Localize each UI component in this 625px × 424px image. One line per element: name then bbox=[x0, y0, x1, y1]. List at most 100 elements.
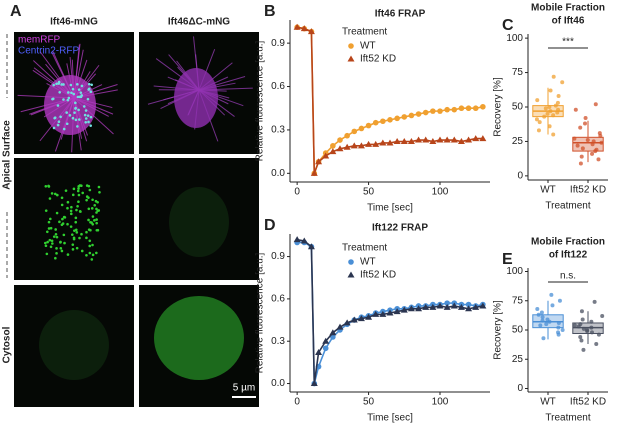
point bbox=[543, 106, 548, 111]
ift-spot bbox=[61, 222, 65, 225]
legend-label: Ift52 KD bbox=[360, 270, 396, 281]
point bbox=[536, 312, 541, 317]
basal-body bbox=[80, 84, 84, 88]
ift-spot bbox=[49, 217, 52, 221]
point bbox=[560, 80, 565, 85]
point bbox=[322, 337, 330, 344]
y-tick-label: 100 bbox=[506, 266, 523, 277]
ift-spot bbox=[60, 203, 64, 207]
point bbox=[400, 138, 408, 144]
ift-spot bbox=[97, 185, 101, 189]
x-tick-label: WT bbox=[540, 397, 556, 408]
point bbox=[538, 323, 543, 328]
point bbox=[585, 138, 590, 143]
ift-spot bbox=[60, 196, 64, 200]
ift-spot bbox=[77, 193, 81, 197]
point bbox=[479, 302, 487, 309]
ift-spot bbox=[55, 235, 59, 239]
ift-spot bbox=[72, 236, 76, 240]
basal-body bbox=[67, 96, 71, 100]
ift-spot bbox=[44, 184, 48, 188]
point bbox=[457, 138, 465, 144]
ift-spot bbox=[89, 228, 92, 232]
point bbox=[436, 136, 444, 143]
x-tick-label: 0 bbox=[294, 397, 300, 408]
ift-spot bbox=[69, 209, 73, 213]
point bbox=[365, 313, 373, 320]
point bbox=[336, 145, 344, 152]
point bbox=[592, 299, 597, 304]
basal-body bbox=[87, 120, 90, 124]
basal-body bbox=[86, 97, 90, 101]
point bbox=[583, 121, 588, 126]
x-axis-label: Treatment bbox=[545, 413, 590, 424]
ift-spot bbox=[72, 187, 76, 191]
ift-spot bbox=[59, 241, 62, 244]
point bbox=[336, 323, 344, 330]
point bbox=[351, 128, 358, 135]
basal-body bbox=[84, 117, 88, 120]
ift-spot bbox=[56, 193, 59, 197]
legend-label: WT bbox=[360, 257, 376, 268]
point bbox=[386, 309, 394, 316]
y-tick-label: 0 bbox=[517, 171, 523, 182]
basal-body bbox=[76, 125, 79, 128]
ift-spot bbox=[90, 207, 94, 210]
faint-cell bbox=[169, 187, 229, 257]
ift-spot bbox=[49, 226, 53, 230]
basal-body bbox=[62, 127, 66, 131]
point bbox=[480, 103, 486, 110]
chart-title: Mobile Fraction bbox=[531, 3, 605, 14]
point bbox=[572, 323, 577, 328]
ift-spot bbox=[63, 241, 66, 245]
basal-body bbox=[89, 124, 92, 127]
point bbox=[436, 302, 444, 309]
point bbox=[429, 138, 437, 144]
x-tick-label: 50 bbox=[363, 187, 375, 198]
basal-body bbox=[77, 108, 80, 112]
ift-spot bbox=[47, 184, 50, 188]
panel-letter: B bbox=[264, 3, 276, 20]
point bbox=[465, 305, 473, 312]
y-tick-label: 0.0 bbox=[271, 168, 285, 179]
point bbox=[322, 345, 329, 352]
point bbox=[547, 124, 552, 129]
point bbox=[472, 105, 479, 112]
ift-spot bbox=[79, 210, 82, 213]
point bbox=[535, 306, 540, 311]
ift-spot bbox=[47, 227, 51, 230]
ift-spot bbox=[44, 209, 48, 212]
point bbox=[372, 119, 379, 126]
point bbox=[408, 112, 415, 119]
basal-body bbox=[72, 92, 76, 96]
y-tick-label: 75 bbox=[512, 67, 524, 78]
basal-body bbox=[84, 121, 88, 124]
point bbox=[581, 347, 586, 352]
ift-spot bbox=[50, 239, 54, 243]
y-axis-label: Recovery [%] bbox=[493, 77, 504, 137]
point bbox=[599, 140, 604, 145]
basal-body bbox=[66, 98, 70, 102]
basal-body bbox=[75, 83, 79, 86]
ift-spot bbox=[70, 233, 74, 236]
panel-letter: D bbox=[264, 217, 276, 234]
point bbox=[379, 139, 387, 146]
y-tick-label: 0.6 bbox=[271, 294, 285, 305]
ift-spot bbox=[62, 233, 66, 237]
chart-title: of Ift46 bbox=[552, 16, 585, 27]
point bbox=[350, 316, 358, 323]
basal-body bbox=[56, 123, 60, 127]
ift-spot bbox=[90, 258, 94, 261]
point bbox=[344, 132, 350, 139]
basal-body bbox=[78, 95, 82, 99]
point bbox=[539, 310, 544, 315]
point bbox=[357, 315, 365, 322]
scale-bar-label: 5 µm bbox=[233, 383, 255, 394]
basal-body bbox=[71, 87, 75, 91]
ift-spot bbox=[51, 242, 54, 245]
point bbox=[380, 118, 386, 125]
ift-spot bbox=[93, 219, 96, 222]
ift-spot bbox=[74, 216, 78, 220]
ift-spot bbox=[77, 200, 80, 204]
x-tick-label: Ift52 KD bbox=[570, 185, 606, 196]
